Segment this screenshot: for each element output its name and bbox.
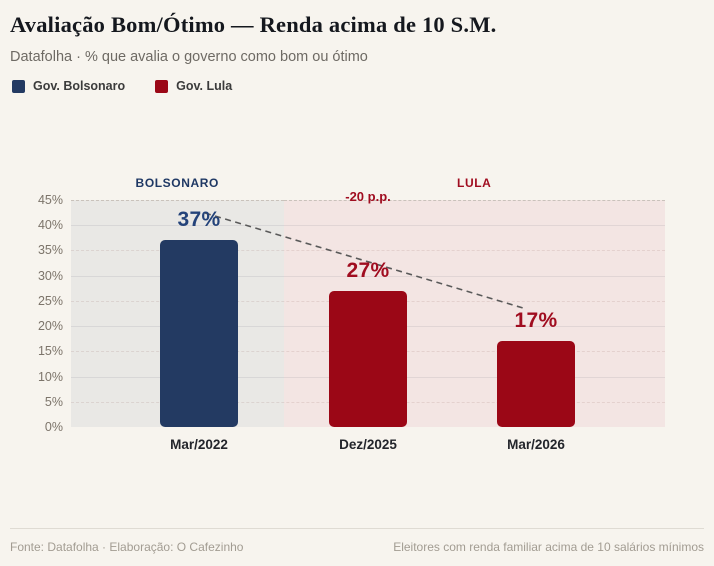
y-axis-tick-label: 40%	[37, 218, 63, 233]
bar-value-label: 27%	[346, 258, 390, 282]
footer-note: Eleitores com renda familiar acima de 10…	[393, 540, 704, 554]
y-axis-tick-label: 0%	[44, 420, 63, 434]
page-title: Avaliação Bom/Ótimo — Renda acima de 10 …	[10, 12, 497, 37]
legend-label-bolsonaro: Gov. Bolsonaro	[33, 79, 126, 93]
legend-item-bolsonaro: Gov. Bolsonaro	[12, 79, 125, 93]
y-axis-tick-label: 25%	[37, 293, 63, 308]
y-axis-tick-label: 35%	[37, 243, 63, 258]
region-label-bolsonaro: BOLSONARO	[135, 176, 219, 190]
legend-label-lula: Gov. Lula	[176, 79, 233, 93]
legend-item-lula: Gov. Lula	[155, 79, 232, 93]
plot-area: 37% 27% 17%	[71, 200, 665, 427]
x-axis-tick-label: Dez/2025	[339, 437, 397, 452]
y-axis-tick-label: 10%	[37, 369, 63, 384]
legend-swatch-lula	[155, 79, 169, 93]
annotation-drop: -20 p.p.	[345, 189, 391, 204]
page-subtitle: Datafolha · % que avalia o governo como …	[10, 49, 368, 65]
y-axis-tick-label: 45%	[37, 193, 63, 207]
footer-source: Fonte: Datafolha · Elaboração: O Cafezin…	[10, 540, 244, 554]
legend-swatch-bolsonaro	[12, 79, 25, 93]
bar-dez-2025	[329, 290, 407, 427]
bar-mar-2022	[160, 240, 238, 427]
region-label-lula: LULA	[457, 176, 492, 190]
y-axis-tick-label: 30%	[37, 268, 63, 283]
bar-chart: 37% 27% 17% BOLSONARO LULA 45% 40% 35% 30% 25% 20…	[0, 150, 714, 480]
y-axis-tick-label: 20%	[37, 319, 63, 334]
bar-mar-2026	[497, 341, 575, 427]
y-axis-tick-label: 5%	[44, 394, 63, 409]
bar-value-label: 37%	[177, 208, 221, 232]
x-axis-tick-label: Mar/2026	[507, 437, 565, 452]
footer-divider	[10, 528, 704, 529]
y-axis-tick-label: 15%	[37, 344, 63, 359]
bar-value-label: 17%	[514, 309, 558, 333]
x-axis-tick-label: Mar/2022	[170, 437, 228, 452]
legend: Gov. Bolsonaro Gov. Lula	[12, 79, 232, 93]
